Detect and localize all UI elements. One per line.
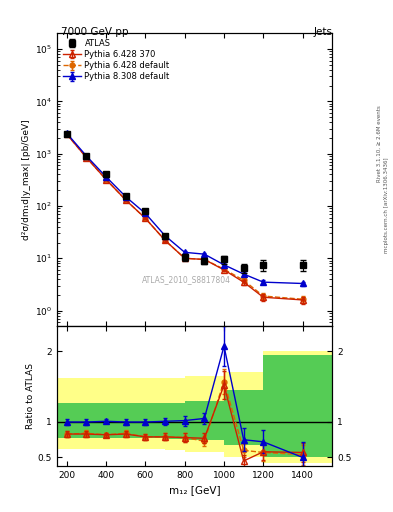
Text: ATLAS_2010_S8817804: ATLAS_2010_S8817804 xyxy=(142,275,231,284)
Text: Jets: Jets xyxy=(313,27,332,37)
Text: 7000 GeV pp: 7000 GeV pp xyxy=(61,27,129,37)
Y-axis label: d²σ/dm₁d|y_max| [pb/GeV]: d²σ/dm₁d|y_max| [pb/GeV] xyxy=(22,119,31,240)
X-axis label: m₁₂ [GeV]: m₁₂ [GeV] xyxy=(169,485,220,495)
Legend: ATLAS, Pythia 6.428 370, Pythia 6.428 default, Pythia 8.308 default: ATLAS, Pythia 6.428 370, Pythia 6.428 de… xyxy=(59,36,173,84)
Text: mcplots.cern.ch [arXiv:1306.3436]: mcplots.cern.ch [arXiv:1306.3436] xyxy=(384,157,389,252)
Text: Rivet 3.1.10, ≥ 2.6M events: Rivet 3.1.10, ≥ 2.6M events xyxy=(377,105,382,182)
Y-axis label: Ratio to ATLAS: Ratio to ATLAS xyxy=(26,363,35,429)
